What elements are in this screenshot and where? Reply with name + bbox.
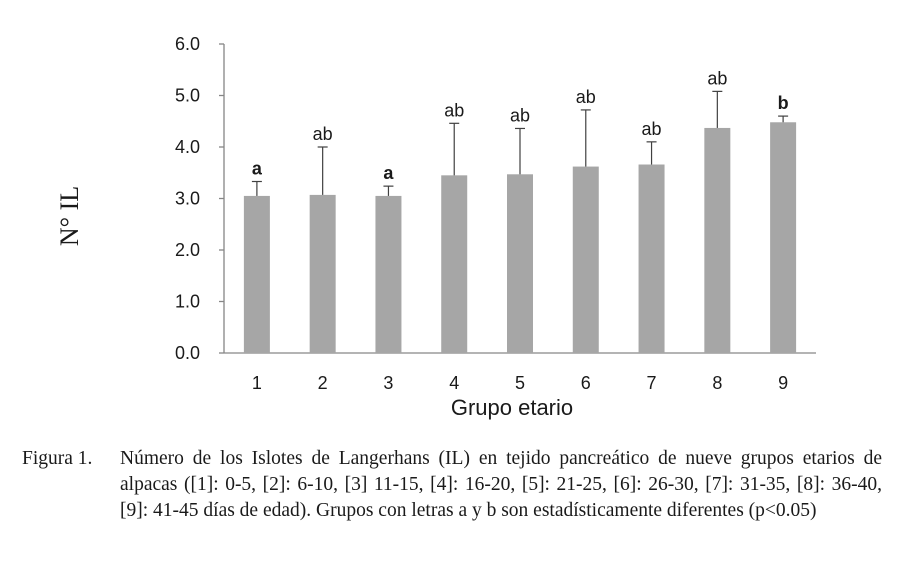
bar xyxy=(572,166,599,353)
y-tick-label: 3.0 xyxy=(175,189,200,209)
y-tick-label: 0.0 xyxy=(175,343,200,363)
x-tick-labels: 1 2 3 4 5 6 7 8 9 xyxy=(252,373,788,393)
bar xyxy=(704,127,731,353)
x-tick-label: 6 xyxy=(581,373,591,393)
bar xyxy=(375,195,402,353)
y-tick-labels: 0.0 1.0 2.0 3.0 4.0 5.0 6.0 xyxy=(175,34,200,363)
x-tick-label: 9 xyxy=(778,373,788,393)
figure-caption: Figura 1. Número de los Islotes de Lange… xyxy=(22,446,882,524)
significance-label: ab xyxy=(576,87,596,107)
bar xyxy=(441,175,468,353)
significance-label: ab xyxy=(444,100,464,120)
y-axis-title: N° IL xyxy=(55,186,84,246)
x-tick-label: 3 xyxy=(383,373,393,393)
x-tick-label: 5 xyxy=(515,373,525,393)
significance-label: ab xyxy=(313,124,333,144)
bar xyxy=(770,122,797,353)
caption-label: Figura 1. xyxy=(22,448,93,469)
significance-label: ab xyxy=(510,105,530,125)
x-tick-label: 2 xyxy=(318,373,328,393)
caption-text: Número de los Islotes de Langerhans (IL)… xyxy=(120,448,882,521)
y-tick-label: 1.0 xyxy=(175,292,200,312)
y-tick-label: 5.0 xyxy=(175,86,200,106)
x-tick-label: 1 xyxy=(252,373,262,393)
bar xyxy=(309,194,336,353)
bars xyxy=(243,122,797,353)
bar xyxy=(507,174,533,353)
significance-label: a xyxy=(383,163,394,183)
y-tick-label: 4.0 xyxy=(175,137,200,157)
significance-label: ab xyxy=(642,119,662,139)
bar xyxy=(638,164,665,353)
significance-label: b xyxy=(778,93,789,113)
y-tick-label: 6.0 xyxy=(175,34,200,54)
x-tick-label: 4 xyxy=(449,373,459,393)
error-bars xyxy=(251,90,789,196)
x-tick-label: 7 xyxy=(647,373,657,393)
x-axis-title: Grupo etario xyxy=(451,395,573,420)
y-tick-label: 2.0 xyxy=(175,240,200,260)
significance-label: a xyxy=(252,159,263,179)
significance-labels: a ab a ab ab ab ab ab b xyxy=(252,68,789,183)
significance-label: ab xyxy=(707,68,727,88)
x-tick-label: 8 xyxy=(712,373,722,393)
bar-chart: a ab a ab ab ab ab ab b 0.0 1.0 2.0 3.0 4.0 5.0 6.0 1 2… xyxy=(55,34,816,420)
bar xyxy=(243,195,270,353)
